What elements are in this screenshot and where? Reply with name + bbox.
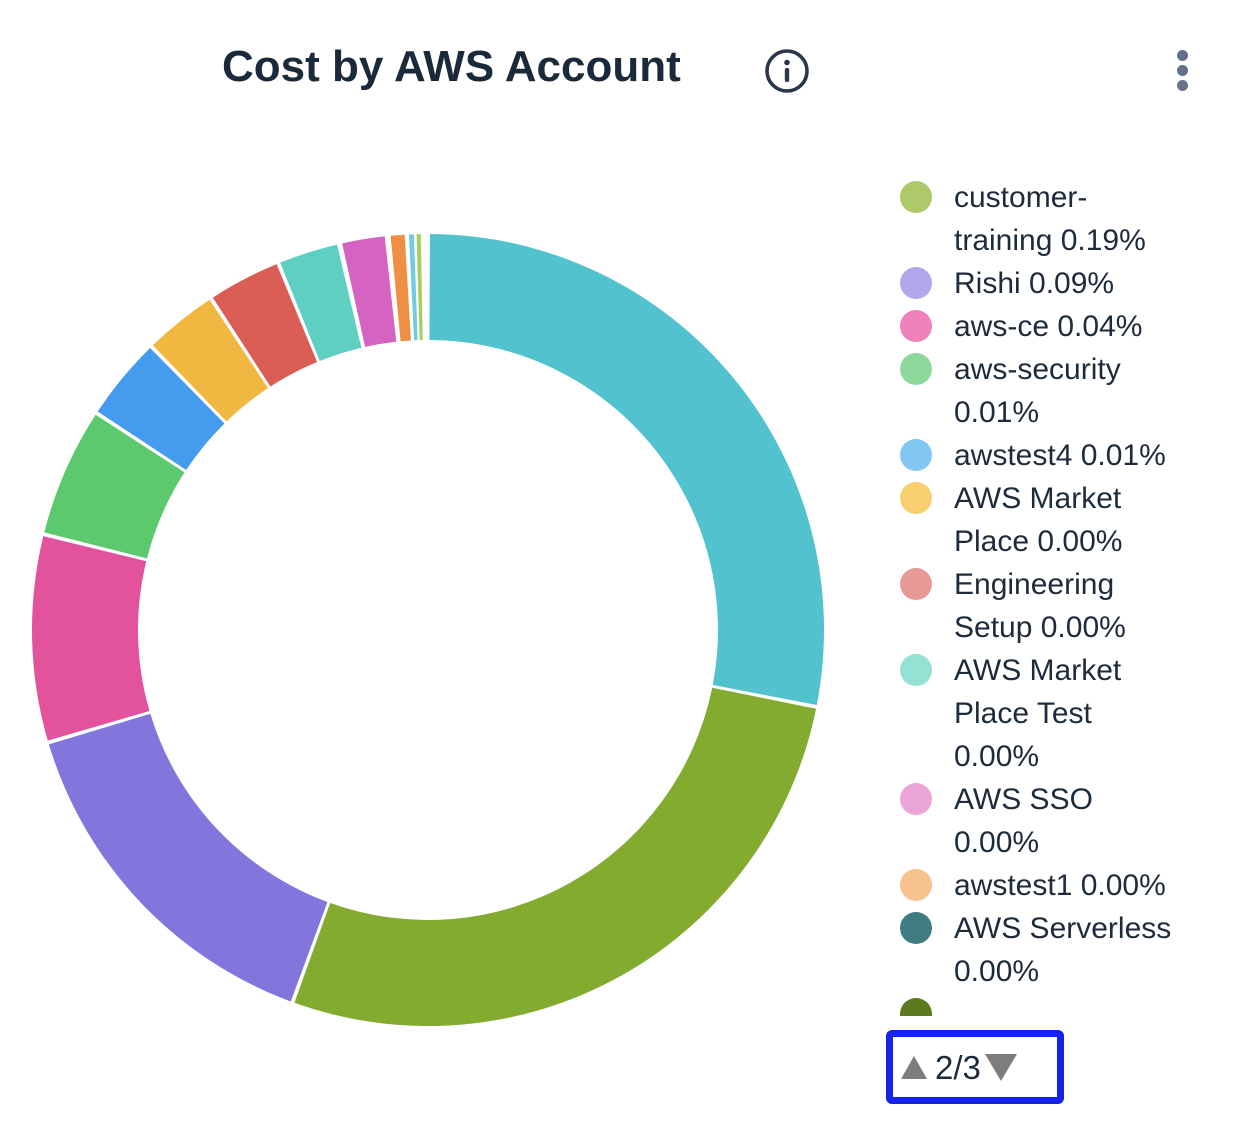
- legend-item-11[interactable]: [900, 993, 1212, 1016]
- legend-item-label: aws-ce 0.04%: [954, 310, 1143, 343]
- legend-page-indicator: 2/3: [935, 1048, 981, 1086]
- legend-page-up-button[interactable]: [901, 1055, 927, 1079]
- legend-item-label: awstest4 0.01%: [954, 439, 1166, 472]
- legend-item-2[interactable]: aws-ce 0.04%: [900, 305, 1212, 348]
- donut-slice[interactable]: [97, 347, 225, 471]
- page-title: Cost by AWS Account: [222, 42, 681, 91]
- legend-swatch-icon: [900, 654, 932, 686]
- legend-swatch-icon: [900, 568, 932, 600]
- legend-swatch-icon: [900, 912, 932, 944]
- legend-item-label: awstest1 0.00%: [954, 869, 1166, 902]
- legend-item-label: aws-security 0.01%: [954, 353, 1121, 429]
- legend-item-4[interactable]: awstest4 0.01%: [900, 434, 1212, 477]
- legend-item-3[interactable]: aws-security 0.01%: [900, 348, 1212, 434]
- legend-item-0[interactable]: customer-training 0.19%: [900, 176, 1212, 262]
- legend-item-6[interactable]: Engineering Setup 0.00%: [900, 563, 1212, 649]
- legend-item-5[interactable]: AWS Market Place 0.00%: [900, 477, 1212, 563]
- legend-item-1[interactable]: Rishi 0.09%: [900, 262, 1212, 305]
- legend-swatch-icon: [900, 869, 932, 901]
- donut-chart: [32, 234, 825, 1027]
- kebab-dot-icon: [1176, 49, 1188, 61]
- legend-swatch-icon: [900, 482, 932, 514]
- legend-pagination: 2/3: [886, 1030, 1064, 1104]
- chart-legend: customer-training 0.19% Rishi 0.09% aws-ce…: [900, 176, 1212, 1016]
- legend-swatch-icon: [900, 783, 932, 815]
- donut-slice[interactable]: [32, 536, 150, 741]
- legend-swatch-icon: [900, 310, 932, 342]
- legend-swatch-icon: [900, 353, 932, 385]
- legend-item-label: AWS Market Place 0.00%: [954, 482, 1123, 558]
- legend-item-label: customer-training 0.19%: [954, 181, 1146, 257]
- kebab-menu-button[interactable]: [1168, 44, 1196, 96]
- legend-swatch-icon: [900, 439, 932, 471]
- legend-item-label: AWS Market Place Test 0.00%: [954, 654, 1122, 773]
- kebab-dot-icon: [1176, 64, 1188, 76]
- legend-swatch-icon: [900, 267, 932, 299]
- donut-slice[interactable]: [44, 414, 185, 559]
- legend-item-label: Engineering Setup 0.00%: [954, 568, 1126, 644]
- info-icon[interactable]: [763, 47, 811, 95]
- donut-slice[interactable]: [212, 264, 318, 387]
- legend-swatch-icon: [900, 181, 932, 213]
- legend-item-label: AWS SSO 0.00%: [954, 783, 1093, 859]
- legend-item-10[interactable]: AWS Serverless 0.00%: [900, 907, 1212, 993]
- donut-slice[interactable]: [408, 234, 418, 341]
- donut-slice[interactable]: [280, 244, 362, 361]
- donut-slice[interactable]: [294, 687, 817, 1027]
- legend-item-8[interactable]: AWS SSO 0.00%: [900, 778, 1212, 864]
- donut-slice[interactable]: [152, 299, 269, 422]
- donut-slice[interactable]: [48, 713, 328, 1002]
- donut-slice[interactable]: [342, 236, 397, 347]
- legend-item-label: AWS Serverless 0.00%: [954, 912, 1172, 988]
- donut-slice[interactable]: [429, 234, 825, 706]
- legend-item-7[interactable]: AWS Market Place Test 0.00%: [900, 649, 1212, 778]
- legend-swatch-icon: [900, 998, 932, 1016]
- donut-slice[interactable]: [390, 234, 411, 342]
- donut-slice[interactable]: [416, 234, 423, 341]
- legend-item-9[interactable]: awstest1 0.00%: [900, 864, 1212, 907]
- kebab-dot-icon: [1176, 79, 1188, 91]
- legend-item-label: Rishi 0.09%: [954, 267, 1115, 300]
- legend-page-down-button[interactable]: [984, 1053, 1017, 1081]
